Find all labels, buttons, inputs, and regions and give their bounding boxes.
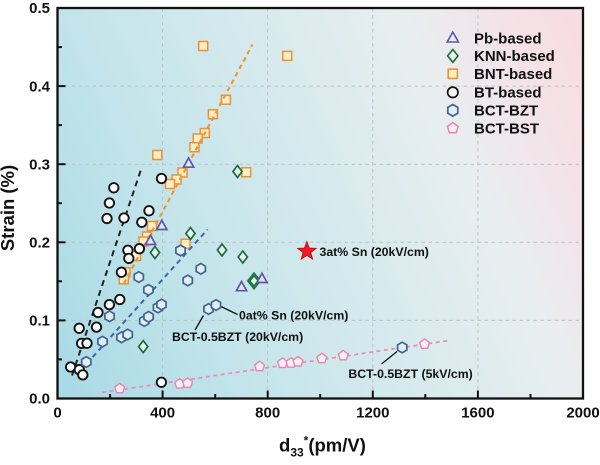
- svg-text:0.2: 0.2: [29, 235, 50, 252]
- svg-text:0: 0: [53, 405, 61, 422]
- svg-text:0.5: 0.5: [29, 0, 50, 17]
- svg-text:BCT-BZT: BCT-BZT: [474, 103, 538, 120]
- svg-text:BCT-BST: BCT-BST: [474, 121, 539, 138]
- svg-text:0.3: 0.3: [29, 156, 50, 173]
- svg-text:0at% Sn (20kV/cm): 0at% Sn (20kV/cm): [239, 309, 348, 323]
- svg-text:Pb-based: Pb-based: [474, 31, 542, 48]
- svg-text:1200: 1200: [356, 405, 389, 422]
- svg-text:KNN-based: KNN-based: [474, 48, 555, 65]
- svg-text:BT-based: BT-based: [474, 85, 542, 102]
- svg-text:0.0: 0.0: [29, 391, 50, 408]
- svg-text:BCT-0.5BZT (5kV/cm): BCT-0.5BZT (5kV/cm): [348, 367, 472, 381]
- svg-text:2000: 2000: [566, 405, 599, 422]
- svg-text:400: 400: [150, 405, 175, 422]
- svg-text:0.4: 0.4: [29, 78, 51, 95]
- svg-text:800: 800: [255, 405, 280, 422]
- svg-text:1600: 1600: [461, 405, 494, 422]
- svg-text:d33*(pm/V): d33*(pm/V): [279, 434, 366, 460]
- svg-text:BNT-based: BNT-based: [474, 66, 552, 83]
- svg-text:Strain (%): Strain (%): [0, 165, 18, 251]
- svg-text:0.1: 0.1: [29, 313, 50, 330]
- svg-text:3at% Sn (20kV/cm): 3at% Sn (20kV/cm): [320, 245, 429, 259]
- svg-text:BCT-0.5BZT (20kV/cm): BCT-0.5BZT (20kV/cm): [172, 330, 303, 344]
